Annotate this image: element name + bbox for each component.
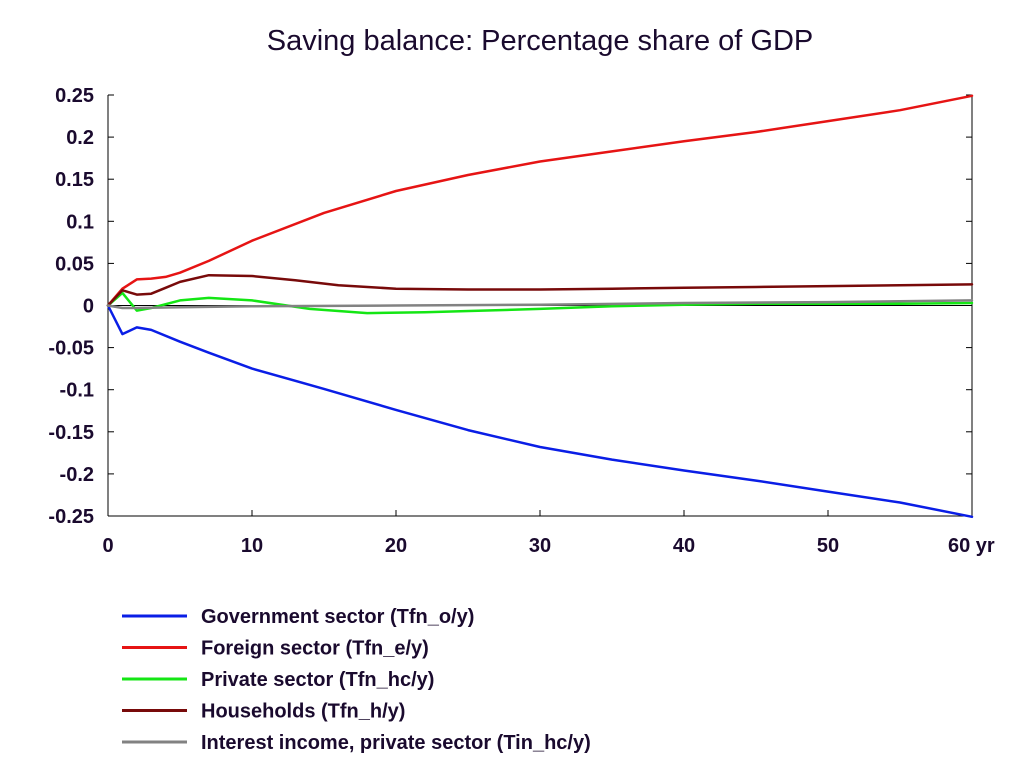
series-line-2 (106, 94, 974, 307)
legend-label-2: Foreign sector (Tfn_e/y) (201, 638, 429, 660)
legend-label-4: Households (Tfn_h/y) (201, 701, 405, 723)
legend-label-1: Government sector (Tfn_o/y) (201, 606, 474, 628)
chart-legend: Government sector (Tfn_o/y) Foreign secto… (122, 606, 591, 754)
x-tick-label: 20 (385, 535, 407, 557)
x-tick-label: 60 yr (948, 535, 995, 557)
y-tick-label: -0.05 (48, 338, 94, 360)
series-line-4 (106, 273, 974, 307)
legend-label-3: Private sector (Tfn_hc/y) (201, 669, 434, 691)
y-tick-label: 0.15 (55, 169, 94, 191)
y-tick-label: -0.1 (60, 380, 94, 402)
x-tick-label: 50 (817, 535, 839, 557)
plot-area: 0.25 0.2 0.15 0.1 0.05 0 -0.05 -0.1 -0.15 -0.2 -0.… (48, 85, 995, 557)
y-tick-label: 0.2 (66, 127, 94, 149)
chart-title: Saving balance: Percentage share of GDP (267, 25, 814, 57)
y-tick-label: -0.15 (48, 422, 94, 444)
legend-label-5: Interest income, private sector (Tin_hc/… (201, 732, 591, 754)
y-tick-label: 0.1 (66, 211, 94, 233)
y-tick-label: -0.25 (48, 506, 94, 528)
x-tick-label: 10 (241, 535, 263, 557)
series-line-1 (106, 304, 974, 519)
y-tick-label: -0.2 (60, 464, 94, 486)
y-tick-label: 0.25 (55, 85, 94, 107)
y-tick-label: 0.05 (55, 253, 94, 275)
y-tick-label: 0 (83, 296, 94, 318)
series-line-5 (106, 299, 974, 310)
x-tick-label: 30 (529, 535, 551, 557)
x-tick-label: 40 (673, 535, 695, 557)
x-tick-label: 0 (102, 535, 113, 557)
